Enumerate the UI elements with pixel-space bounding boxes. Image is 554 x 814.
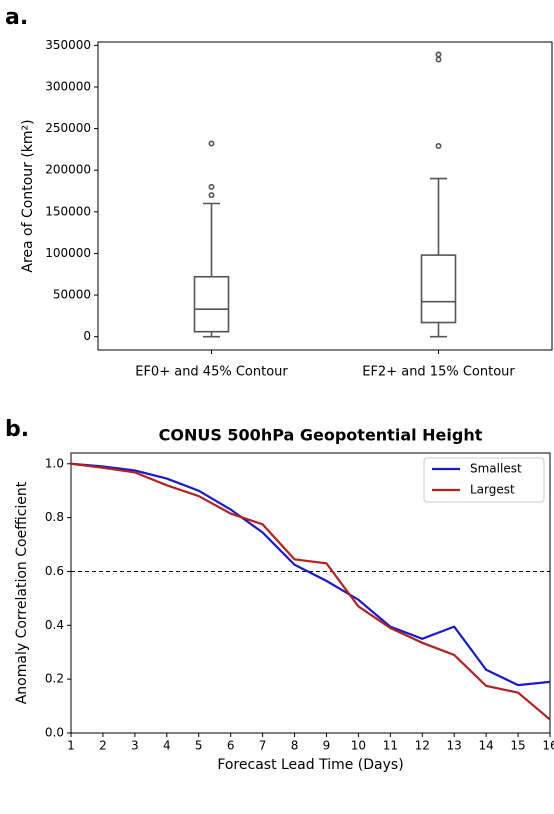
y-axis-label: Anomaly Correlation Coefficient: [14, 481, 30, 704]
outlier: [435, 143, 442, 150]
y-tick-label: 1.0: [45, 456, 64, 470]
x-tick-label: 4: [163, 739, 171, 753]
y-tick-label: 0.4: [45, 618, 64, 632]
y-axis-label: Area of Contour (km²): [20, 119, 36, 272]
outlier: [208, 192, 215, 199]
outlier: [208, 183, 215, 190]
x-tick-label: 2: [99, 739, 107, 753]
x-tick-label: 16: [542, 739, 554, 753]
outlier: [435, 51, 442, 58]
x-tick-label: 12: [415, 739, 430, 753]
series-line: [70, 462, 551, 721]
x-tick-label: 3: [131, 739, 139, 753]
box: [193, 275, 230, 333]
x-tick-label: EF0+ and 45% Contour: [135, 365, 288, 380]
box: [420, 254, 457, 324]
x-tick-label: EF2+ and 15% Contour: [362, 365, 515, 380]
x-tick-label: 10: [351, 739, 366, 753]
x-axis-label: Forecast Lead Time (Days): [217, 757, 403, 773]
y-tick-label: 350000: [45, 38, 91, 52]
x-tick-label: 7: [259, 739, 267, 753]
x-tick-label: 9: [323, 739, 331, 753]
y-tick-label: 200000: [45, 163, 91, 177]
plot-frame: [70, 452, 551, 734]
y-tick-label: 0.0: [45, 726, 64, 740]
y-tick-label: 100000: [45, 246, 91, 260]
panel-label: a.: [5, 5, 28, 30]
y-tick-label: 0.2: [45, 672, 64, 686]
x-tick-label: 15: [510, 739, 525, 753]
y-tick-label: 150000: [45, 204, 91, 218]
panel-label: b.: [5, 417, 29, 442]
x-tick-label: 8: [291, 739, 299, 753]
x-tick-label: 6: [227, 739, 235, 753]
y-tick-label: 0.8: [45, 510, 64, 524]
y-tick-label: 300000: [45, 79, 91, 93]
legend-label: Largest: [470, 483, 515, 497]
outlier: [208, 140, 215, 147]
y-tick-label: 250000: [45, 121, 91, 135]
plot-frame: [97, 41, 553, 351]
x-tick-label: 1: [67, 739, 75, 753]
x-tick-label: 13: [447, 739, 462, 753]
chart-title: CONUS 500hPa Geopotential Height: [159, 426, 483, 445]
series-line: [70, 462, 551, 687]
outlier: [435, 56, 442, 63]
x-tick-label: 5: [195, 739, 203, 753]
x-tick-label: 14: [478, 739, 493, 753]
y-tick-label: 0: [83, 329, 91, 343]
x-tick-label: 11: [383, 739, 398, 753]
y-tick-label: 0.6: [45, 564, 64, 578]
y-tick-label: 50000: [53, 288, 91, 302]
legend-label: Smallest: [470, 462, 522, 476]
